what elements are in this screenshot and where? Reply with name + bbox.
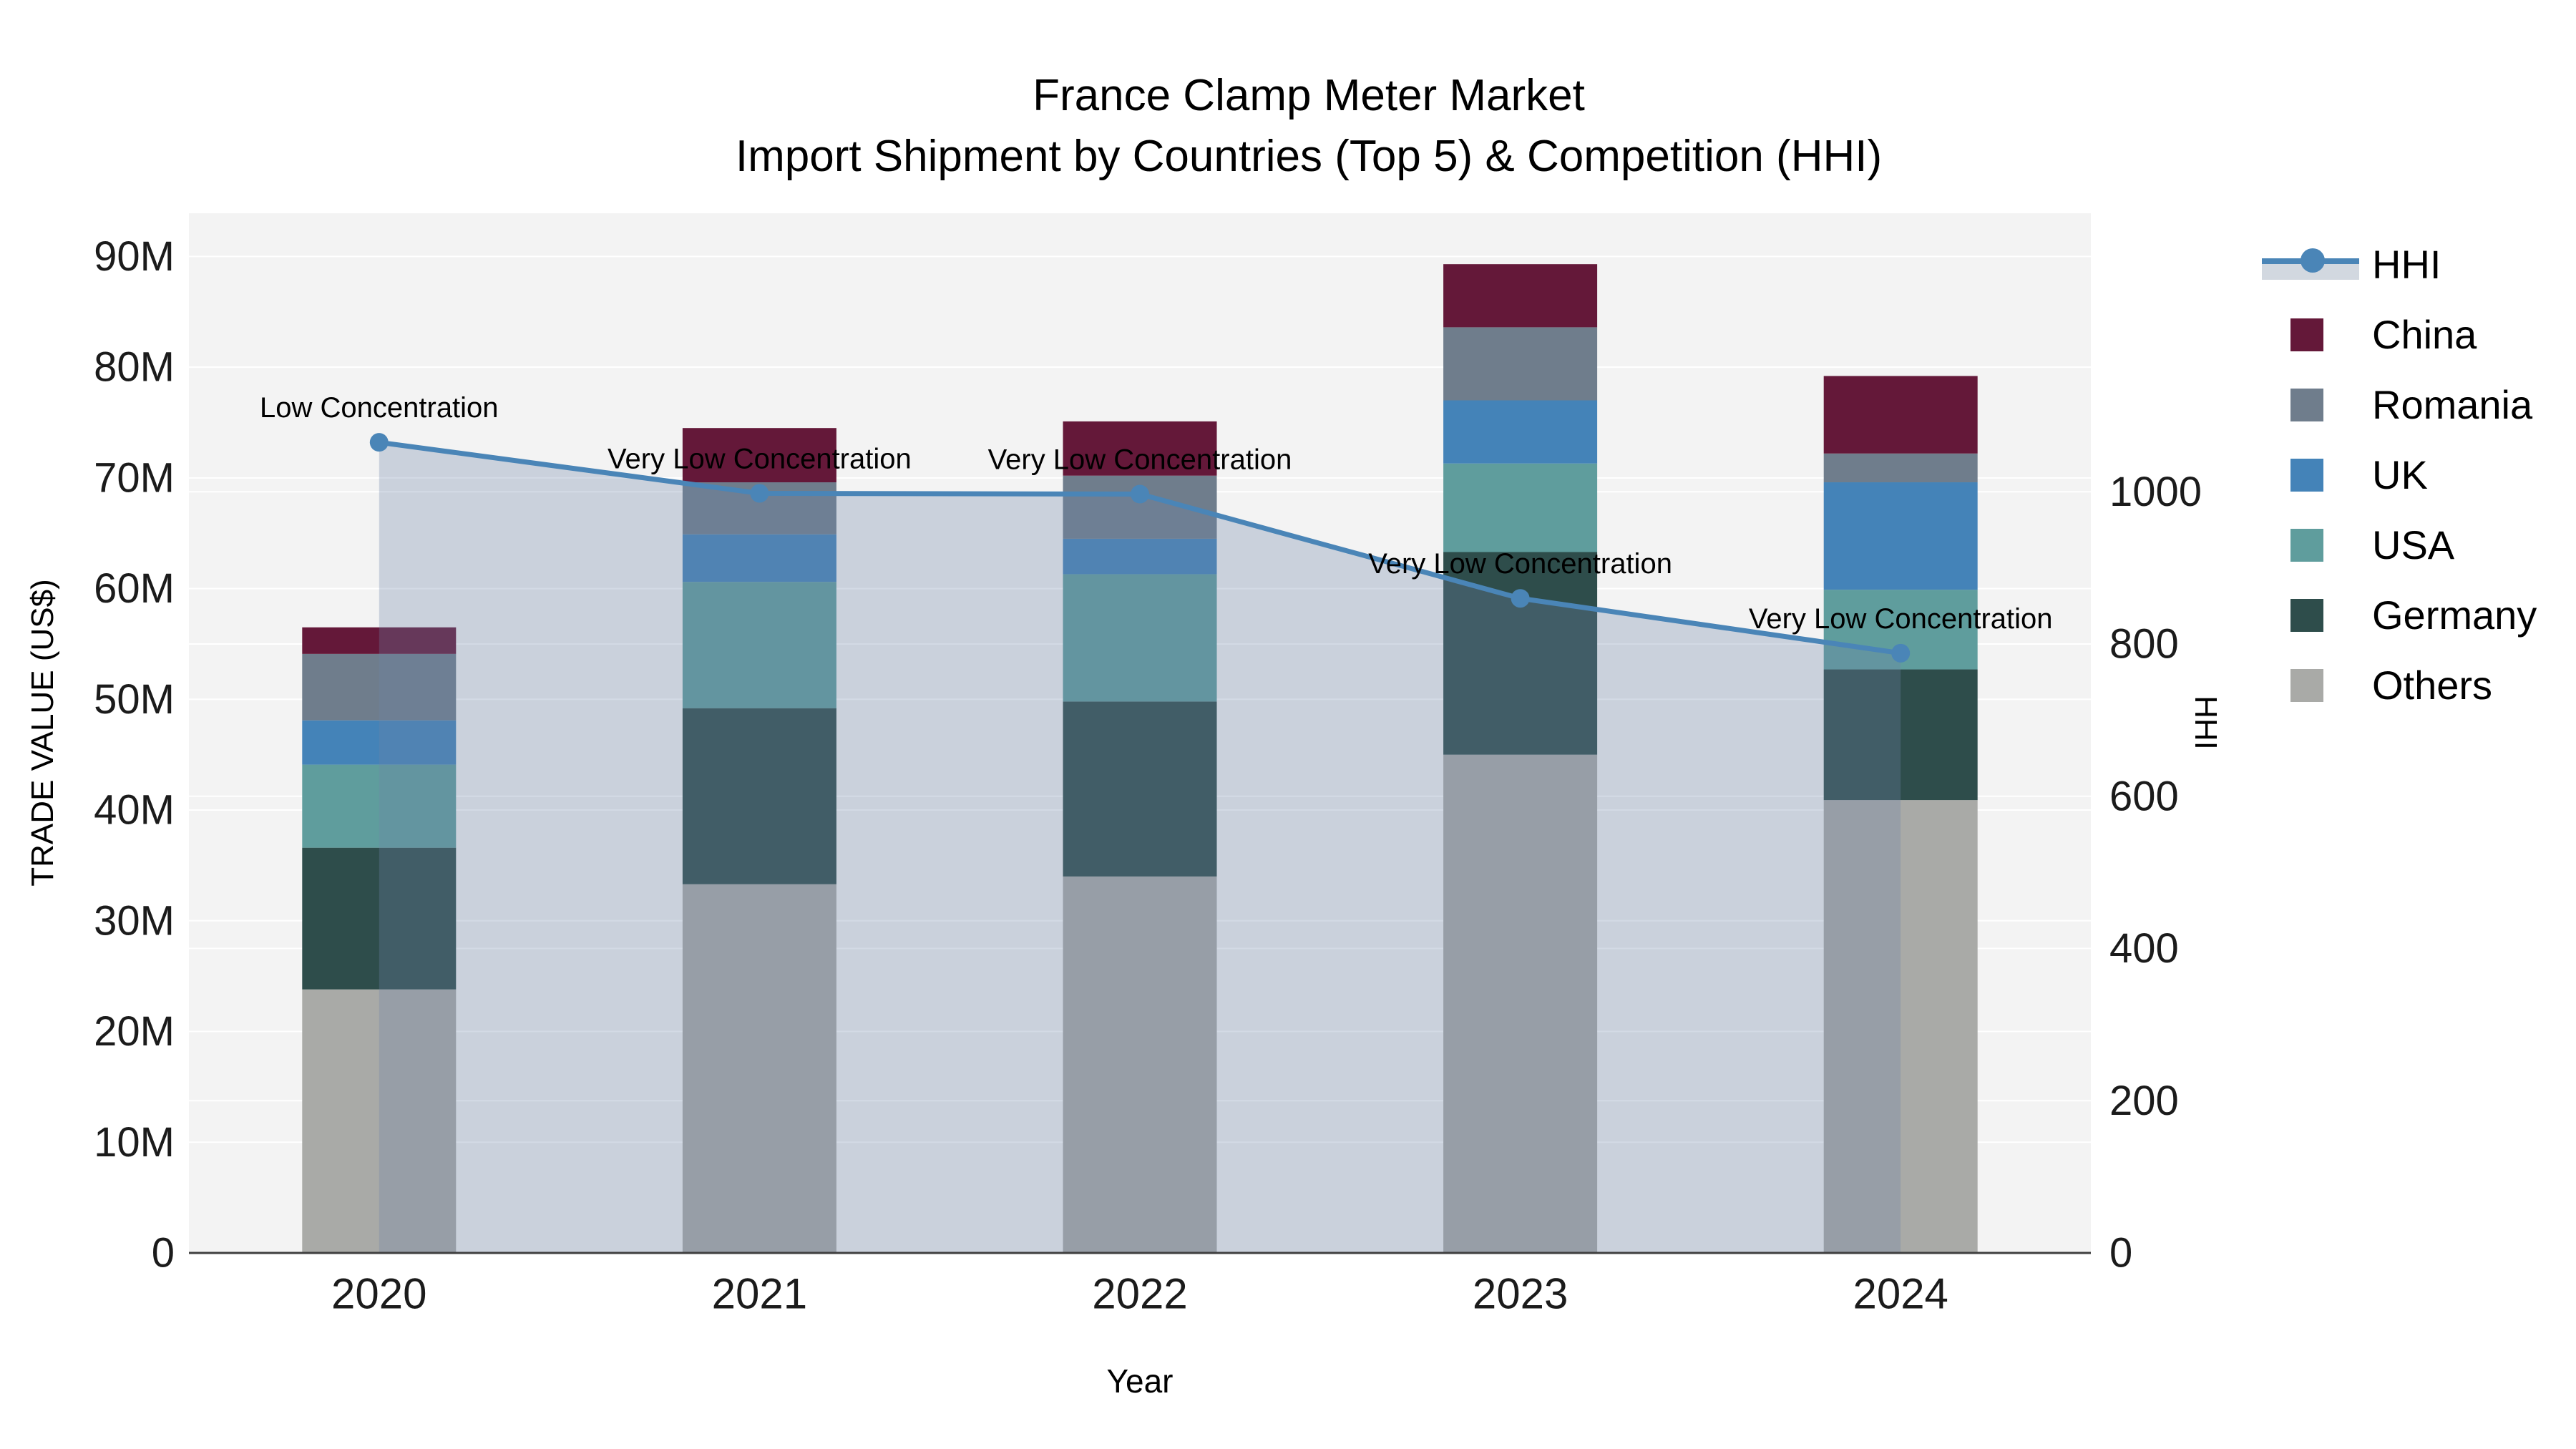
chart-title-line2: Import Shipment by Countries (Top 5) & C… (735, 132, 1883, 181)
hhi-marker-2024[interactable] (1891, 643, 1911, 663)
y-left-tick-70M: 70M (94, 454, 175, 501)
y-left-axis-title: TRADE VALUE (US$) (25, 579, 60, 887)
legend-swatch-others (2258, 663, 2365, 706)
hhi-area-fill (379, 442, 1901, 1253)
color-swatch-icon (2290, 529, 2323, 562)
bar-segment-2020-uk[interactable] (302, 720, 457, 765)
legend-label-hhi: HHI (2372, 241, 2441, 287)
color-swatch-icon (2290, 318, 2323, 351)
y-right-axis-title: HHI (2188, 696, 2223, 750)
x-tick-2021: 2021 (712, 1270, 807, 1318)
color-swatch-icon (2290, 599, 2323, 632)
legend-swatch-germany (2258, 593, 2365, 636)
bar-segment-2021-germany[interactable] (682, 708, 836, 884)
legend-item-romania[interactable]: Romania (2258, 369, 2537, 439)
chart-title-line1: France Clamp Meter Market (1033, 71, 1585, 120)
bar-segment-2024-china[interactable] (1823, 376, 1978, 454)
hhi-marker-2021[interactable] (750, 484, 769, 503)
x-tick-2020: 2020 (331, 1270, 426, 1318)
legend-label-romania: Romania (2372, 381, 2533, 427)
legend-label-others: Others (2372, 662, 2493, 708)
bar-segment-2024-romania[interactable] (1823, 453, 1978, 483)
y-left-tick-50M: 50M (94, 676, 175, 723)
legend-item-china[interactable]: China (2258, 299, 2537, 369)
hhi-line-sample-icon (2258, 243, 2365, 286)
bar-segment-2024-others[interactable] (1823, 800, 1978, 1253)
legend-item-germany[interactable]: Germany (2258, 580, 2537, 650)
y-left-tick-30M: 30M (94, 897, 175, 944)
bar-segment-2021-uk[interactable] (682, 534, 836, 582)
annotation-2020: Low Concentration (260, 392, 499, 424)
x-axis-title: Year (1106, 1362, 1174, 1400)
y-left-tick-10M: 10M (94, 1119, 175, 1166)
bar-segment-2023-china[interactable] (1443, 264, 1598, 328)
y-right-tick-600: 600 (2109, 773, 2179, 819)
hhi-marker-glyph (2301, 248, 2325, 273)
bar-segment-2020-usa[interactable] (302, 764, 457, 848)
annotation-2024: Very Low Concentration (1749, 603, 2053, 635)
y-right-tick-0: 0 (2109, 1230, 2132, 1277)
legend-label-china: China (2372, 311, 2477, 357)
legend-swatch-china (2258, 313, 2365, 356)
bar-segment-2024-uk[interactable] (1823, 482, 1978, 590)
bar-segment-2022-usa[interactable] (1063, 574, 1217, 702)
legend: HHI China Romania UK USA Germany Others (2258, 229, 2537, 720)
bar-segment-2020-china[interactable] (302, 627, 457, 654)
annotation-2023: Very Low Concentration (1368, 548, 1672, 580)
color-swatch-icon (2290, 459, 2323, 492)
legend-swatch-usa (2258, 523, 2365, 566)
bar-segment-2020-others[interactable] (302, 989, 457, 1253)
legend-item-uk[interactable]: UK (2258, 439, 2537, 509)
y-right-tick-800: 800 (2109, 621, 2179, 668)
x-tick-2024: 2024 (1853, 1270, 1948, 1318)
y-right-tick-1000: 1000 (2109, 469, 2202, 515)
y-left-tick-40M: 40M (94, 787, 175, 834)
bar-segment-2020-germany[interactable] (302, 847, 457, 990)
bar-segment-2020-romania[interactable] (302, 653, 457, 721)
bar-segment-2022-uk[interactable] (1063, 538, 1217, 575)
bar-segment-2022-germany[interactable] (1063, 701, 1217, 877)
y-left-tick-60M: 60M (94, 565, 175, 612)
bar-segment-2023-uk[interactable] (1443, 400, 1598, 464)
color-swatch-icon (2290, 669, 2323, 702)
y-left-tick-80M: 80M (94, 344, 175, 391)
annotation-2021: Very Low Concentration (608, 443, 912, 474)
color-swatch-icon (2290, 389, 2323, 421)
legend-label-germany: Germany (2372, 592, 2537, 638)
y-right-tick-200: 200 (2109, 1078, 2179, 1124)
y-left-tick-90M: 90M (94, 233, 175, 280)
legend-item-hhi[interactable]: HHI (2258, 229, 2537, 299)
legend-item-usa[interactable]: USA (2258, 509, 2537, 580)
x-tick-2022: 2022 (1092, 1270, 1187, 1318)
bar-segment-2023-romania[interactable] (1443, 327, 1598, 401)
y-left-tick-20M: 20M (94, 1008, 175, 1055)
legend-item-others[interactable]: Others (2258, 650, 2537, 720)
legend-label-usa: USA (2372, 522, 2455, 567)
bar-segment-2021-usa[interactable] (682, 582, 836, 708)
legend-swatch-uk (2258, 453, 2365, 496)
hhi-marker-2022[interactable] (1131, 484, 1149, 504)
hhi-marker-2020[interactable] (369, 433, 389, 452)
y-right-tick-400: 400 (2109, 925, 2179, 972)
bar-segment-2022-china[interactable] (1063, 421, 1217, 476)
legend-swatch-romania (2258, 383, 2365, 426)
bar-segment-2023-usa[interactable] (1443, 463, 1598, 552)
bar-segment-2021-others[interactable] (682, 884, 836, 1253)
y-left-tick-0: 0 (152, 1230, 175, 1277)
bar-segment-2022-others[interactable] (1063, 876, 1217, 1253)
bar-segment-2024-germany[interactable] (1823, 669, 1978, 801)
bar-segment-2023-others[interactable] (1443, 754, 1598, 1253)
x-tick-2023: 2023 (1473, 1270, 1568, 1318)
hhi-marker-2023[interactable] (1511, 589, 1530, 608)
legend-label-uk: UK (2372, 452, 2428, 497)
bar-segment-2021-china[interactable] (682, 428, 836, 483)
annotation-2022: Very Low Concentration (988, 444, 1292, 476)
